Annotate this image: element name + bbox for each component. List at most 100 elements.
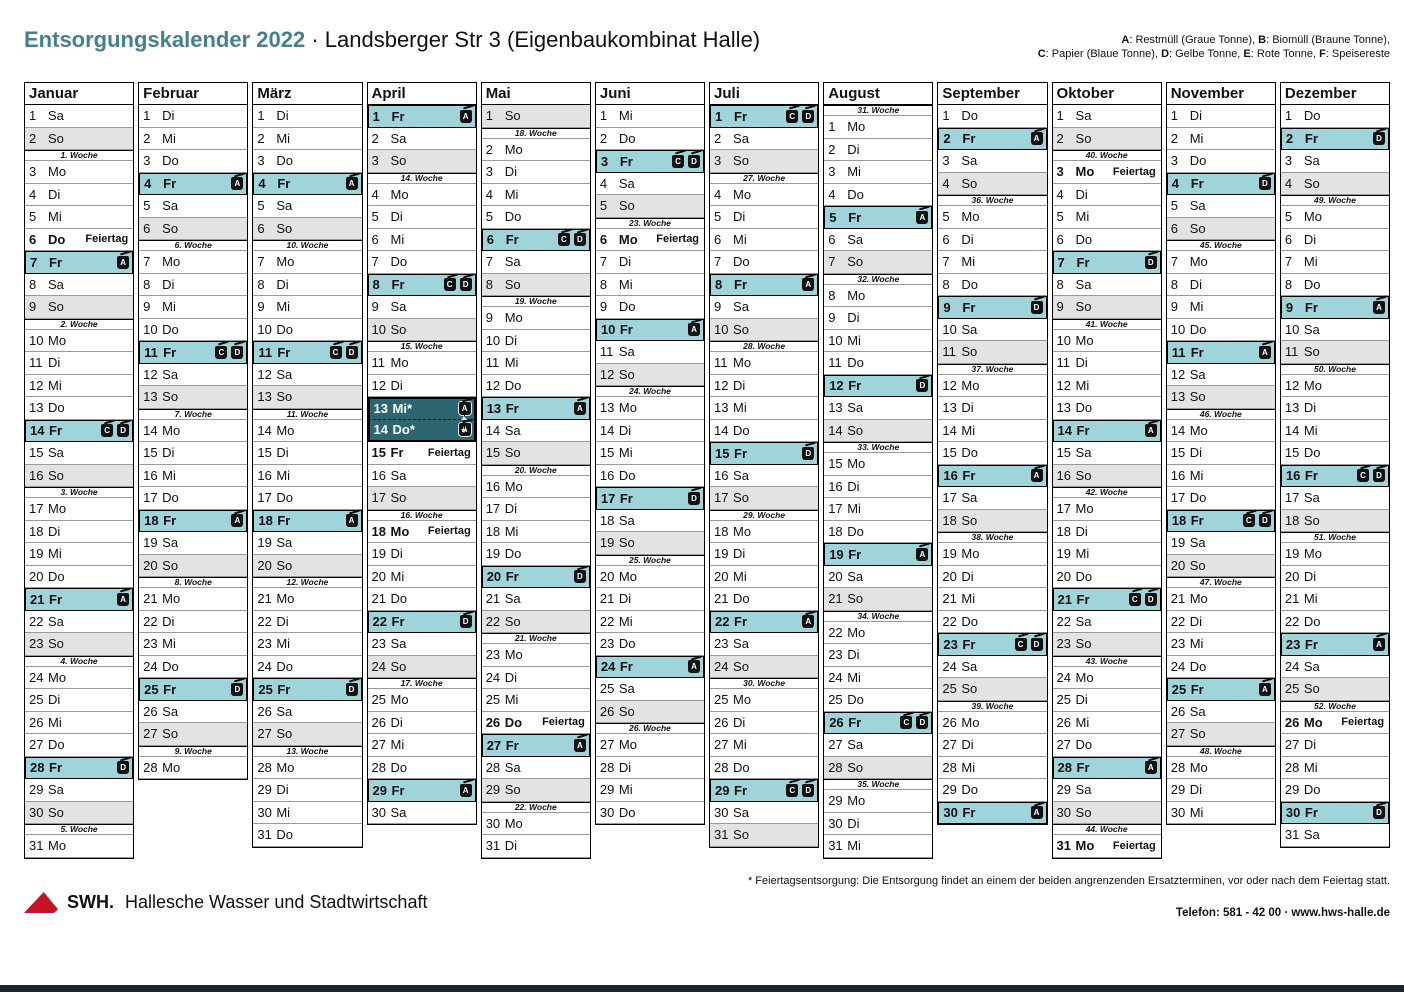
weekday-label: Fr — [1304, 299, 1318, 315]
day-row: 21 So — [824, 588, 933, 611]
weekday-label: Do — [1075, 568, 1093, 584]
day-number: 28 — [371, 759, 386, 775]
day-number: 3 — [29, 164, 37, 180]
day-row: 22 Di — [139, 610, 248, 633]
day-number: 30 — [943, 805, 958, 821]
day-number: 7 — [714, 254, 722, 270]
week-number-row: 7. Woche — [139, 408, 248, 420]
week-number-row: 49. Woche — [1280, 195, 1390, 206]
day-row: 27 So — [253, 723, 362, 746]
day-number: 15 — [257, 445, 272, 461]
day-number: 21 — [485, 591, 501, 607]
day-number: 9 — [1170, 299, 1178, 315]
bin-d-icon: D — [117, 761, 130, 775]
weekday-label: Mo — [390, 523, 410, 539]
bin-icons: D — [1144, 255, 1157, 269]
week-number-row: 14. Woche — [367, 172, 476, 184]
day-number: 4 — [828, 186, 836, 202]
day-row: 29 Sa — [25, 779, 134, 802]
day-number: 12 — [1056, 377, 1072, 393]
week-number-row: 47. Woche — [1166, 577, 1275, 588]
weekday-label: Mi — [390, 568, 405, 584]
day-number: 19 — [714, 546, 729, 562]
day-number: 21 — [1170, 591, 1186, 607]
weekday-label: So — [961, 681, 978, 697]
day-row: 15 Do — [1280, 442, 1390, 465]
day-row: 18 So — [1280, 509, 1390, 532]
day-row: 17 Do — [253, 487, 362, 510]
day-number: 3 — [1170, 153, 1178, 169]
day-row: 2 Mi — [1166, 127, 1275, 150]
day-number: 28 — [257, 759, 272, 775]
day-row: 26 Mo — [938, 711, 1047, 734]
weekday-label: So — [1075, 804, 1092, 820]
bin-d-icon: D — [345, 682, 358, 696]
day-row: 28 Do — [367, 756, 476, 779]
holiday-label: Feiertag — [1112, 839, 1156, 852]
holiday-footnote: * Feiertagsentsorgung: Die Entsorgung fi… — [747, 875, 1390, 887]
day-number: 18 — [1284, 512, 1300, 528]
weekday-label: Do — [733, 254, 750, 270]
weekday-label: Sa — [1075, 613, 1092, 629]
weekday-label: Do — [961, 782, 978, 798]
weekday-label: So — [847, 759, 864, 775]
day-row: 13 Di — [1280, 397, 1390, 420]
bin-a-icon: A — [458, 402, 471, 416]
day-number: 28 — [714, 759, 729, 775]
day-number: 20 — [828, 568, 843, 584]
day-number: 20 — [371, 568, 386, 584]
weekday-label: Mo — [1189, 254, 1208, 270]
day-number: 19 — [829, 546, 844, 562]
day-row: 1 Di — [1166, 105, 1275, 128]
month-name: Dezember — [1280, 83, 1390, 105]
day-row: 29 Mo — [824, 790, 933, 813]
day-number: 31 — [828, 838, 843, 854]
day-number: 14 — [485, 422, 501, 438]
weekday-label: Di — [504, 501, 517, 517]
collection-day-row: 12 Fr D — [824, 374, 933, 397]
collection-day-row: 30 Fr A — [938, 801, 1047, 824]
bin-a-icon: A — [117, 255, 130, 269]
weekday-label: Fr — [49, 423, 62, 439]
day-number: 5 — [1170, 198, 1178, 214]
bin-icons: D — [1258, 177, 1271, 191]
day-row: 9 Sa — [710, 296, 819, 319]
day-row: 31 Do — [253, 824, 362, 847]
weekday-label: Mi — [733, 568, 747, 584]
day-number: 23 — [29, 636, 44, 652]
day-row: 6 So — [139, 217, 248, 240]
day-number: 15 — [371, 445, 386, 461]
weekday-label: Mi — [1189, 636, 1204, 652]
day-number: 29 — [29, 782, 44, 798]
weekday-label: Di — [504, 838, 517, 854]
bin-c-icon: C — [101, 424, 114, 438]
month-name: September — [938, 83, 1047, 105]
collection-day-row: 5 Fr A — [824, 206, 933, 229]
day-row: 22 Do — [1280, 610, 1390, 633]
weekday-label: Sa — [48, 276, 64, 292]
day-number: 8 — [1170, 276, 1178, 292]
day-number: 15 — [29, 445, 44, 461]
day-row: 5 Mi — [1052, 206, 1161, 229]
day-number: 2 — [1285, 131, 1294, 147]
day-number: 14 — [942, 422, 957, 438]
day-number: 8 — [599, 276, 608, 292]
day-number: 12 — [942, 377, 957, 393]
collection-day-row: 20 Fr D — [481, 565, 590, 588]
day-number: 16 — [485, 478, 501, 494]
weekday-label: Mo — [1075, 838, 1095, 854]
day-row: 31 Mi — [824, 835, 933, 858]
day-row: 19 Sa — [253, 532, 362, 555]
collection-day-row: 29 Fr C D — [710, 779, 819, 802]
bin-d-icon: D — [1373, 469, 1386, 483]
weekday-label: Do — [1303, 108, 1321, 124]
weekday-label: Mi — [390, 737, 405, 753]
bin-d-icon: D — [1144, 592, 1157, 606]
weekday-label: Mi — [162, 636, 176, 652]
day-row: 21 Di — [595, 588, 705, 611]
day-row: 2 Sa — [367, 127, 476, 150]
day-row: 24 Mo — [1052, 666, 1161, 689]
day-number: 10 — [942, 321, 957, 337]
weekday-label: Fr — [619, 322, 633, 338]
